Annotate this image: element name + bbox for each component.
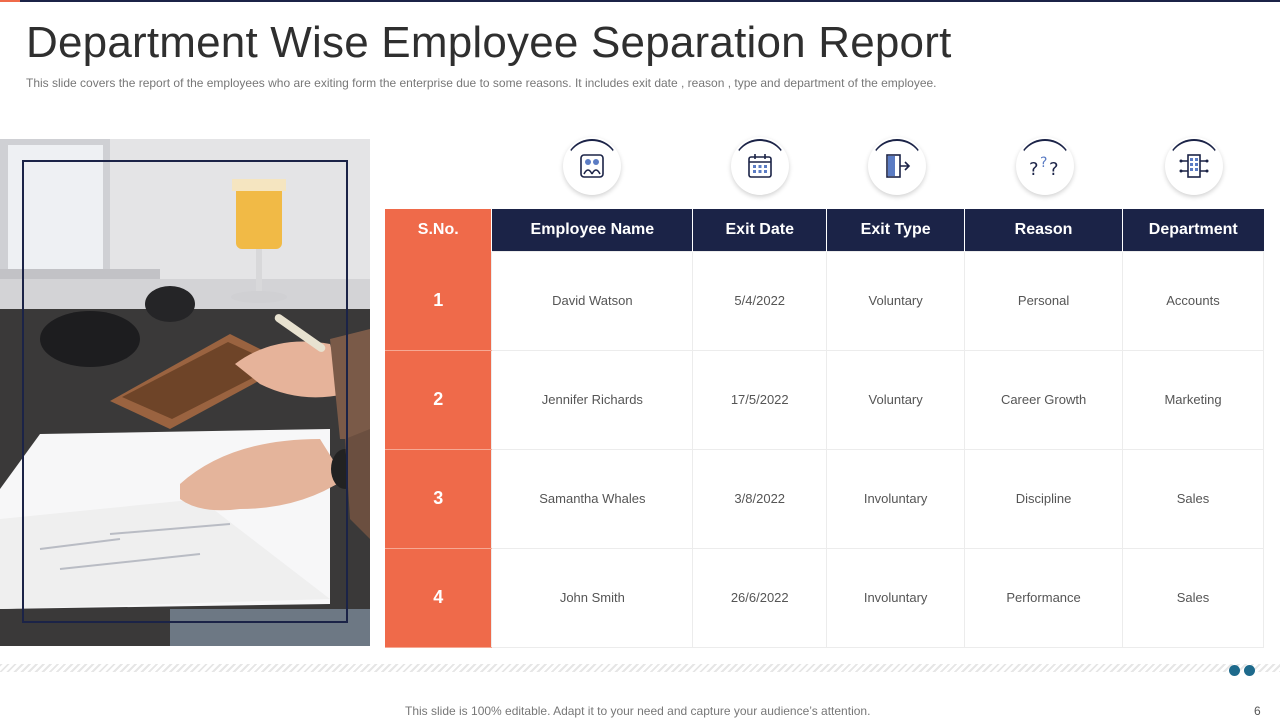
decorative-dot [1244, 665, 1255, 676]
exit-door-icon [868, 137, 926, 195]
cell-exit-type: Voluntary [826, 250, 966, 351]
table-row: 1 David Watson 5/4/2022 Voluntary Person… [385, 250, 1264, 351]
table-header-row: S.No. Employee Name Exit Date Exit Type … [385, 209, 1264, 251]
svg-text:?: ? [1040, 155, 1047, 171]
building-network-icon [1165, 137, 1223, 195]
cell-exit-type: Involuntary [826, 448, 966, 549]
top-border-line [0, 0, 1280, 2]
table-row: 4 John Smith 26/6/2022 Involuntary Perfo… [385, 547, 1264, 648]
cell-reason: Career Growth [964, 349, 1124, 450]
cell-reason: Personal [964, 250, 1124, 351]
cell-exit-date: 5/4/2022 [692, 250, 828, 351]
cell-sno: 4 [385, 548, 492, 648]
header-sno: S.No. [385, 209, 492, 251]
svg-text:?: ? [1029, 159, 1039, 180]
decorative-dot [1229, 665, 1240, 676]
office-desk-photo [0, 139, 370, 646]
footer-note: This slide is 100% editable. Adapt it to… [405, 704, 871, 718]
cell-sno: 1 [385, 251, 492, 351]
slide-subtitle: This slide covers the report of the empl… [26, 76, 937, 90]
cell-department: Accounts [1122, 250, 1264, 351]
cell-exit-date: 26/6/2022 [692, 547, 828, 648]
header-department: Department [1122, 209, 1264, 251]
slide-title: Department Wise Employee Separation Repo… [26, 18, 952, 67]
cell-reason: Performance [964, 547, 1124, 648]
footer-stripe-divider [0, 664, 1280, 672]
cell-employee-name: David Watson [491, 250, 694, 351]
employee-group-icon [563, 137, 621, 195]
header-employee-name: Employee Name [491, 209, 693, 251]
cell-department: Sales [1122, 448, 1264, 549]
cell-exit-date: 17/5/2022 [692, 349, 828, 450]
calendar-icon [731, 137, 789, 195]
cell-sno: 2 [385, 350, 492, 450]
cell-exit-date: 3/8/2022 [692, 448, 828, 549]
cell-reason: Discipline [964, 448, 1124, 549]
cell-employee-name: Jennifer Richards [491, 349, 694, 450]
table-row: 2 Jennifer Richards 17/5/2022 Voluntary … [385, 349, 1264, 450]
table-row: 3 Samantha Whales 3/8/2022 Involuntary D… [385, 448, 1264, 549]
cell-department: Sales [1122, 547, 1264, 648]
cell-exit-type: Voluntary [826, 349, 966, 450]
top-accent-bar [0, 0, 20, 2]
cell-employee-name: Samantha Whales [491, 448, 694, 549]
cell-exit-type: Involuntary [826, 547, 966, 648]
header-reason: Reason [964, 209, 1123, 251]
cell-department: Marketing [1122, 349, 1264, 450]
header-exit-type: Exit Type [826, 209, 965, 251]
photo-frame-border [22, 160, 348, 623]
cell-sno: 3 [385, 449, 492, 549]
question-marks-icon: ? ? ? [1016, 137, 1074, 195]
cell-employee-name: John Smith [491, 547, 694, 648]
header-exit-date: Exit Date [692, 209, 827, 251]
page-number: 6 [1254, 704, 1261, 718]
photo-illustration [0, 139, 370, 646]
svg-text:?: ? [1049, 159, 1059, 180]
separation-report-table: S.No. Employee Name Exit Date Exit Type … [385, 209, 1264, 648]
